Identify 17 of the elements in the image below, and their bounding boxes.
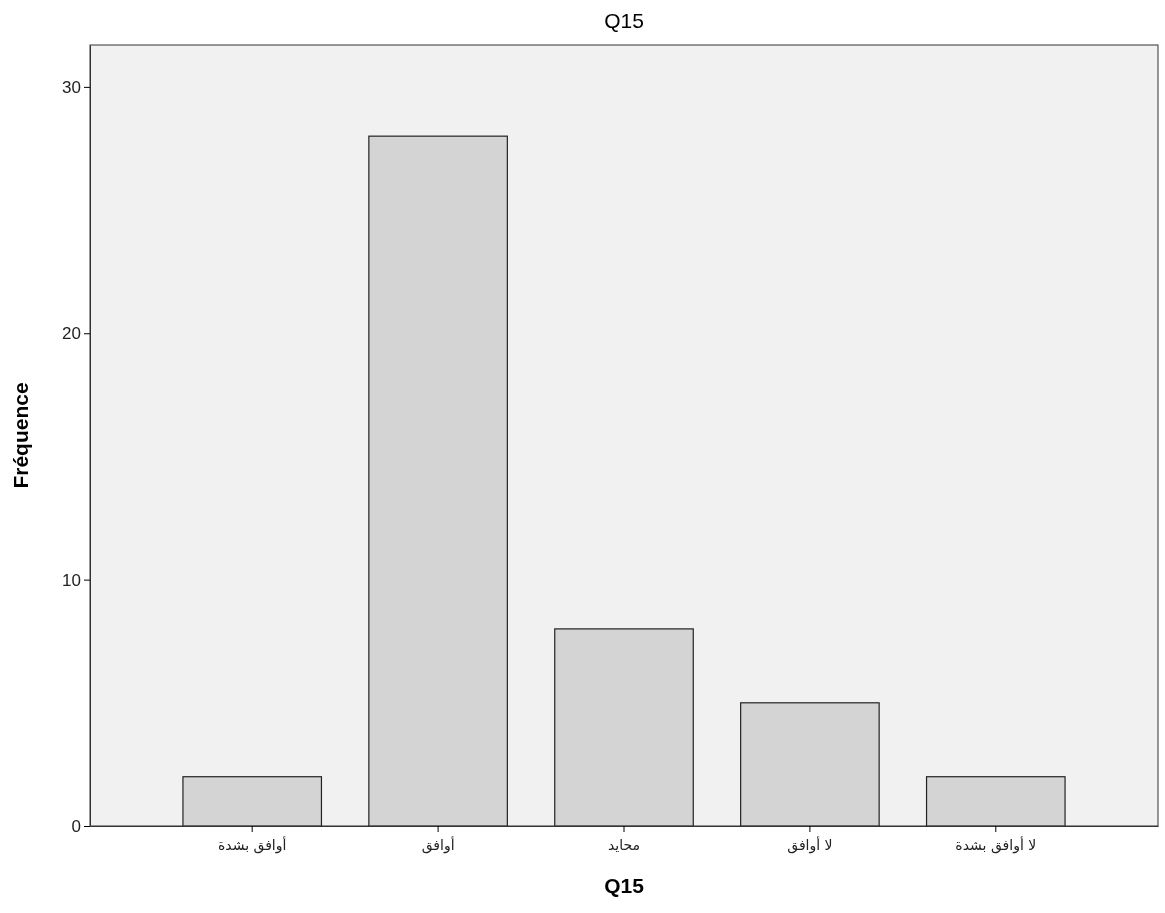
x-tick-label: محايد: [607, 837, 641, 854]
x-tick-label: لا أوافق: [787, 836, 833, 855]
y-axis-title: Fréquence: [9, 382, 32, 489]
chart-title: Q15: [604, 9, 644, 32]
y-tick-label: 30: [62, 77, 81, 97]
bar: [554, 628, 694, 827]
x-axis-title: Q15: [604, 874, 645, 897]
bar: [925, 776, 1066, 827]
y-tick-label: 20: [62, 324, 81, 344]
bar: [368, 135, 508, 827]
x-tick-label: أوافق: [421, 836, 455, 855]
bar: [740, 702, 880, 827]
y-tick-label: 0: [71, 816, 81, 836]
bar: [182, 776, 323, 827]
x-tick-label: لا أوافق بشدة: [955, 836, 1037, 855]
y-tick-label: 10: [62, 570, 81, 590]
x-tick-label: أوافق بشدة: [217, 836, 287, 855]
